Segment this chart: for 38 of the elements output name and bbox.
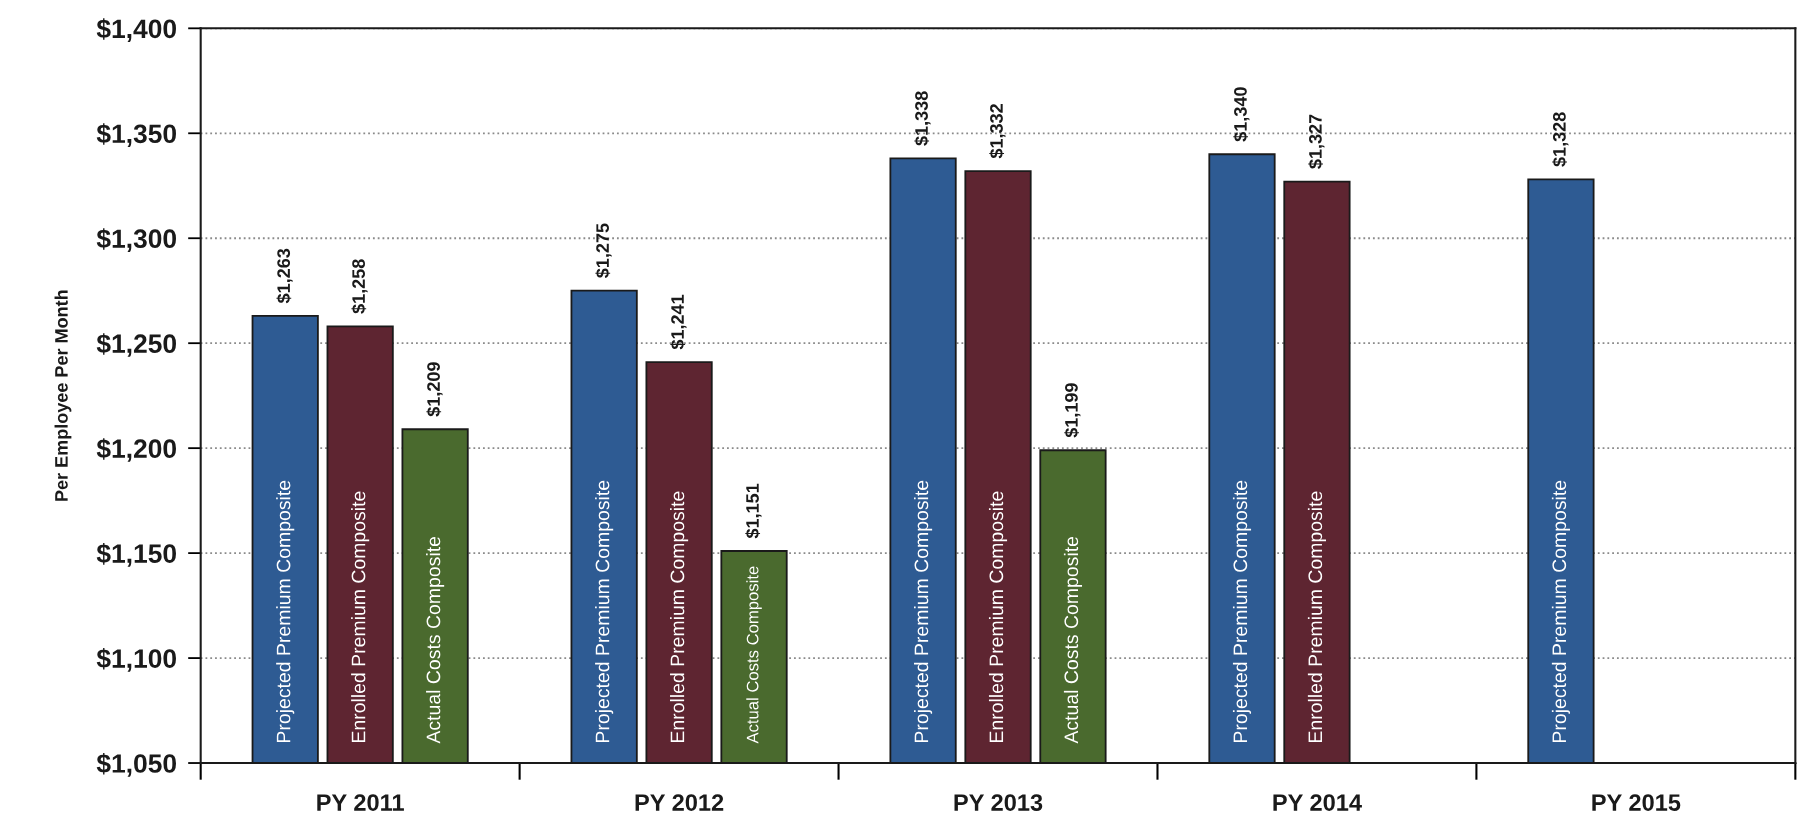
y-axis-title: Per Employee Per Month bbox=[54, 290, 72, 501]
text: Enrolled Premium Composite bbox=[1307, 491, 1327, 742]
data-label: $1,199 bbox=[1064, 383, 1081, 438]
y-tick-label: $1,200 bbox=[96, 438, 176, 462]
series-label: Projected Premium Composite bbox=[276, 480, 295, 742]
y-tick-label: $1,350 bbox=[96, 123, 176, 147]
data-label: $1,332 bbox=[989, 104, 1006, 159]
data-label: $1,263 bbox=[276, 248, 293, 304]
data-label: $1,328 bbox=[1552, 112, 1569, 167]
y-tick-label: $1,400 bbox=[96, 18, 176, 42]
data-label: $1,151 bbox=[745, 483, 762, 539]
text: Enrolled Premium Composite bbox=[988, 491, 1008, 742]
y-tick-label: $1,250 bbox=[96, 333, 176, 357]
data-label: $1,275 bbox=[595, 223, 612, 278]
y-tick-label: $1,050 bbox=[96, 753, 176, 777]
text: Projected Premium Composite bbox=[1551, 480, 1570, 742]
y-tick-label: $1,300 bbox=[96, 228, 176, 252]
data-label: $1,241 bbox=[670, 294, 687, 350]
x-tick-label: PY 2013 bbox=[954, 794, 1043, 811]
text: Actual Costs Composite bbox=[426, 536, 445, 744]
y-tick-label: $1,100 bbox=[96, 648, 176, 672]
x-tick-label: PY 2012 bbox=[635, 794, 724, 811]
x-tick-label: PY 2014 bbox=[1273, 794, 1362, 811]
data-label: $1,209 bbox=[426, 362, 443, 417]
text: Actual Costs Composite bbox=[1063, 536, 1083, 744]
text: Enrolled Premium Composite bbox=[670, 491, 689, 742]
x-tick-label: PY 2011 bbox=[317, 794, 404, 811]
text: Projected Premium Composite bbox=[595, 480, 614, 742]
text: Projected Premium Composite bbox=[914, 480, 933, 742]
data-label: $1,327 bbox=[1308, 114, 1325, 169]
data-label: $1,338 bbox=[914, 91, 931, 146]
y-tick-label: $1,150 bbox=[96, 543, 176, 567]
data-label: $1,340 bbox=[1233, 87, 1250, 142]
text: Projected Premium Composite bbox=[1232, 480, 1252, 742]
series-label: Actual Costs Composite bbox=[746, 566, 762, 744]
data-label: $1,258 bbox=[351, 259, 368, 314]
series-label: Enrolled Premium Composite bbox=[351, 491, 370, 742]
x-tick-label: PY 2015 bbox=[1592, 794, 1681, 811]
